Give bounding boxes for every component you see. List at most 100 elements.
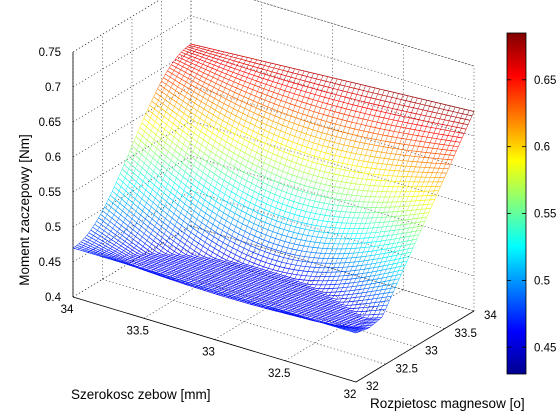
mesh-line: [139, 229, 145, 234]
mesh-line: [264, 251, 270, 254]
mesh-line: [195, 268, 198, 271]
mesh-line: [184, 48, 190, 51]
mesh-line: [352, 164, 357, 167]
mesh-line: [291, 305, 297, 308]
mesh-line: [250, 267, 256, 270]
mesh-line: [256, 76, 259, 82]
mesh-line: [155, 255, 160, 258]
mesh-line: [153, 121, 156, 127]
mesh-line: [214, 243, 217, 249]
mesh-line: [231, 113, 237, 117]
mesh-line: [235, 77, 241, 81]
mesh-line: [247, 264, 253, 267]
mesh-line: [156, 116, 163, 122]
mesh-line: [158, 214, 161, 219]
mesh-line: [252, 301, 258, 304]
mesh-line: [200, 204, 203, 210]
mesh-line: [195, 282, 201, 285]
mesh-line: [330, 82, 336, 84]
mesh-line: [278, 136, 284, 139]
mesh-line: [322, 220, 328, 222]
mesh-line: [122, 210, 128, 216]
mesh-line: [259, 237, 265, 241]
mesh-line: [230, 266, 236, 269]
mesh-line: [306, 146, 312, 149]
mesh-line: [232, 247, 238, 251]
mesh-line: [161, 80, 167, 85]
mesh-line: [163, 111, 167, 117]
mesh-line: [176, 191, 183, 196]
mesh-line: [270, 113, 276, 117]
mesh-line: [455, 141, 461, 143]
mesh-line: [191, 91, 194, 96]
mesh-line: [290, 253, 296, 256]
mesh-line: [282, 271, 288, 274]
mesh-line: [200, 284, 206, 287]
mesh-line: [289, 134, 295, 137]
mesh-line: [157, 267, 163, 270]
mesh-line: [219, 250, 225, 255]
mesh-line: [262, 182, 268, 185]
mesh-line: [389, 229, 395, 232]
mesh-line: [171, 262, 177, 265]
mesh-line: [182, 273, 188, 276]
mesh-line: [241, 280, 247, 283]
mesh-line: [95, 252, 101, 255]
mesh-line: [137, 158, 140, 164]
mesh-line: [400, 154, 406, 156]
mesh-line: [129, 210, 135, 216]
mesh-line: [169, 128, 172, 134]
mesh-line: [148, 270, 151, 273]
mesh-line: [326, 165, 332, 168]
mesh-line: [186, 60, 192, 64]
mesh-line: [277, 82, 283, 85]
mesh-line: [229, 283, 235, 287]
mesh-line: [364, 172, 370, 175]
mesh-line: [322, 295, 328, 298]
mesh-line: [339, 322, 345, 325]
mesh-line: [284, 165, 290, 168]
mesh-line: [223, 51, 229, 54]
mesh-line: [341, 181, 347, 183]
mesh-line: [401, 138, 407, 140]
mesh-line: [232, 218, 238, 222]
mesh-line: [209, 283, 215, 286]
mesh-line: [281, 299, 287, 302]
mesh-line: [248, 268, 254, 271]
mesh-line: [253, 273, 259, 276]
mesh-line: [366, 96, 372, 99]
mesh-line: [254, 277, 260, 280]
mesh-line: [189, 47, 192, 51]
mesh-line: [401, 110, 407, 113]
mesh-line: [163, 230, 167, 235]
mesh-line: [222, 147, 225, 153]
mesh-line: [316, 298, 322, 301]
mesh-line: [197, 277, 203, 280]
mesh-line: [334, 309, 340, 312]
mesh-line: [375, 168, 381, 170]
mesh-line: [353, 330, 359, 333]
mesh-line: [236, 207, 242, 212]
mesh-line: [243, 172, 249, 176]
mesh-line: [267, 277, 273, 280]
mesh-line: [344, 187, 350, 190]
mesh-line: [211, 87, 215, 92]
mesh-line: [194, 223, 200, 228]
mesh-line: [206, 267, 212, 271]
mesh-line: [236, 115, 242, 119]
mesh-line: [208, 220, 214, 225]
mesh-line: [209, 91, 213, 96]
mesh-line: [130, 229, 133, 233]
mesh-line: [341, 107, 347, 110]
mesh-line: [199, 118, 205, 122]
mesh-line: [191, 197, 194, 203]
mesh-line: [297, 143, 303, 146]
mesh-line: [295, 254, 300, 257]
mesh-line: [234, 128, 238, 135]
mesh-line: [164, 174, 170, 180]
mesh-line: [152, 157, 158, 163]
mesh-line: [258, 193, 264, 197]
mesh-line: [127, 181, 130, 187]
mesh-line: [208, 55, 214, 59]
mesh-line: [394, 278, 400, 280]
